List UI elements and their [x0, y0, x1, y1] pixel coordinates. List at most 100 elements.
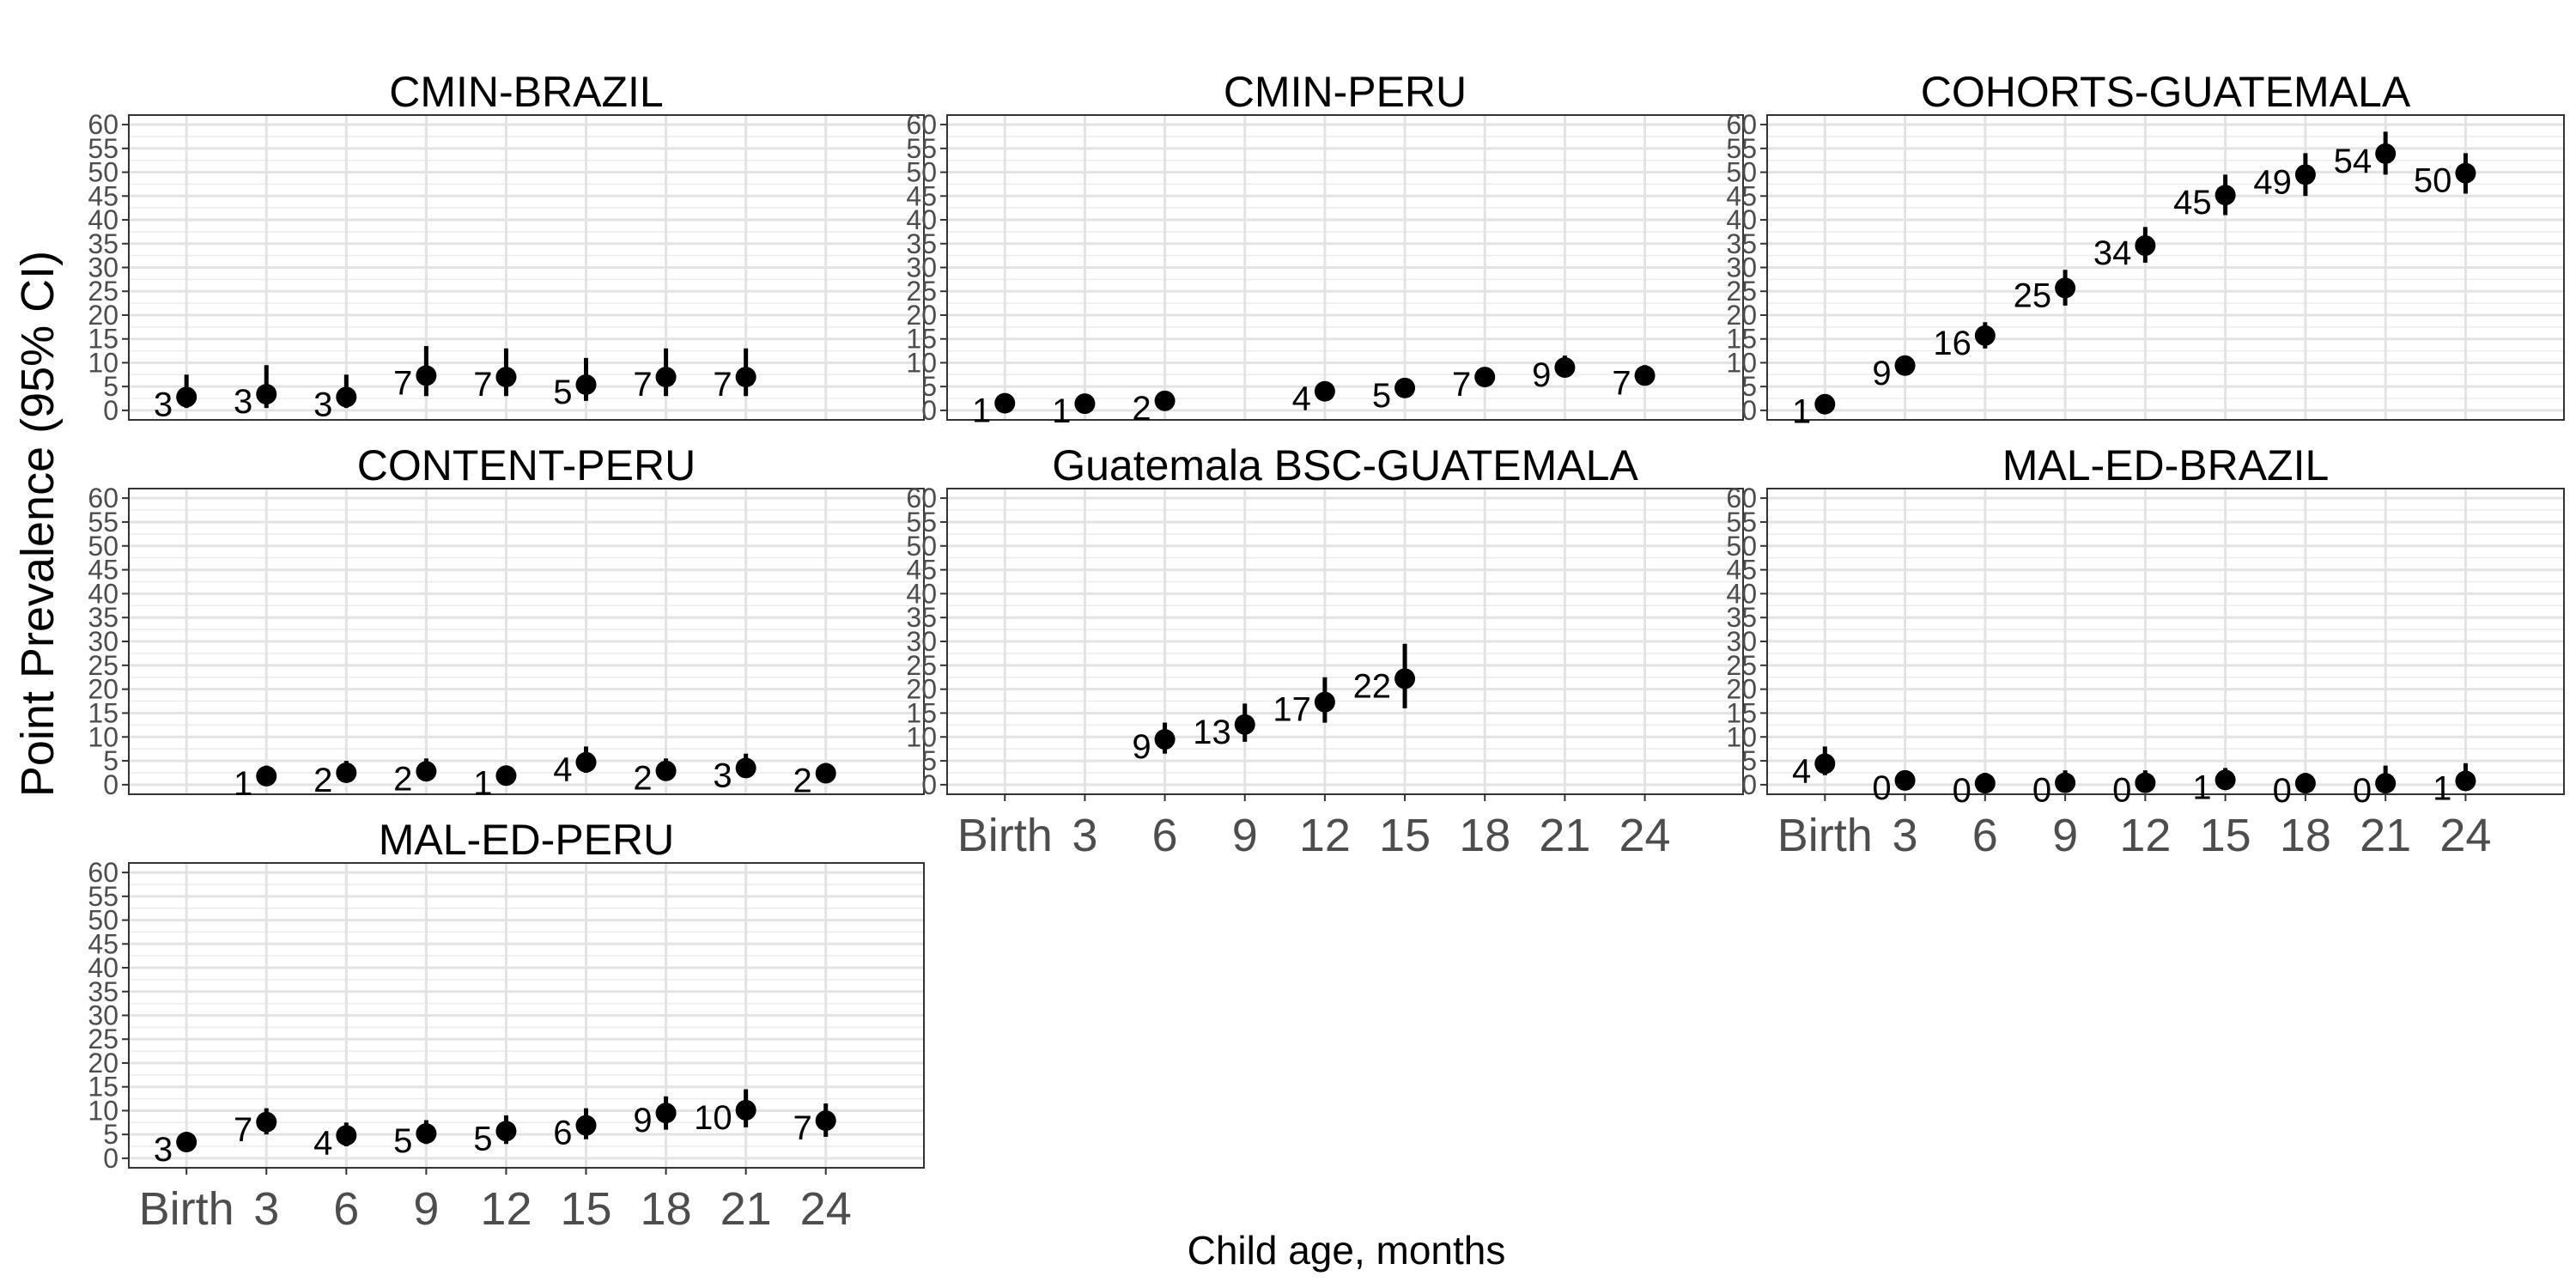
y-tick-label: 50 [906, 531, 937, 562]
data-label: 2 [633, 760, 652, 798]
panel-mal-ed-peru: MAL-ED-PERU051015202530354045505560Birth… [88, 816, 925, 1235]
data-label: 13 [1193, 714, 1231, 751]
y-tick-label: 50 [88, 905, 118, 936]
y-tick-label: 20 [88, 1048, 118, 1078]
data-point [815, 1110, 836, 1132]
y-tick-label: 15 [906, 324, 937, 355]
panel-border [128, 114, 925, 421]
data-point [655, 1103, 677, 1124]
data-label: 9 [1132, 728, 1151, 766]
data-point [655, 367, 677, 388]
data-label: 54 [2334, 143, 2372, 180]
y-tick-label: 55 [906, 133, 937, 164]
x-tick-label: 3 [1893, 810, 1918, 861]
data-label: 25 [2014, 276, 2052, 314]
x-tick-label: 9 [413, 1183, 439, 1235]
data-point [1814, 393, 1836, 415]
data-label: 1 [2192, 769, 2211, 806]
y-tick-label: 45 [88, 180, 118, 211]
data-label: 0 [2273, 772, 2292, 810]
x-axis-title: Child age, months [1188, 1228, 1506, 1273]
data-point [735, 1099, 756, 1121]
data-label: 9 [1532, 356, 1551, 394]
y-tick-label: 55 [906, 507, 937, 538]
data-label: 1 [234, 765, 252, 803]
y-tick-label: 30 [88, 252, 118, 283]
data-point [655, 760, 677, 781]
data-label: 0 [1872, 769, 1891, 807]
data-label: 7 [1452, 366, 1471, 404]
panel-title: Guatemala BSC-GUATEMALA [1052, 441, 1638, 489]
y-tick-label: 15 [1726, 324, 1757, 355]
x-tick-label: Birth [139, 1183, 234, 1235]
panel-title: COHORTS-GUATEMALA [1921, 68, 2411, 116]
x-tick-label: 9 [1232, 810, 1258, 861]
panel-mal-ed-brazil: MAL-ED-BRAZIL051015202530354045505560Bir… [1726, 441, 2565, 861]
data-point [2135, 772, 2156, 793]
data-point [1154, 390, 1176, 411]
y-tick-label: 60 [906, 109, 937, 140]
data-point [256, 1111, 277, 1133]
data-label: 22 [1353, 667, 1392, 705]
y-tick-label: 30 [906, 626, 937, 657]
data-point [1234, 714, 1255, 735]
data-point [575, 751, 597, 773]
y-tick-label: 60 [88, 857, 118, 888]
data-label: 5 [1372, 377, 1391, 415]
panel-border [1766, 488, 2565, 795]
y-tick-label: 10 [1726, 721, 1757, 752]
x-tick-label: 9 [2052, 810, 2078, 861]
y-tick-label: 20 [1726, 300, 1757, 331]
y-tick-label: 5 [103, 745, 118, 776]
y-tick-label: 10 [906, 721, 937, 752]
panel-title: CMIN-PERU [1224, 68, 1467, 116]
y-tick-label: 40 [88, 952, 118, 983]
y-tick-label: 15 [906, 697, 937, 728]
data-label: 16 [1933, 325, 1971, 362]
data-point [1394, 668, 1416, 690]
data-point [1974, 325, 1996, 346]
y-tick-label: 60 [88, 109, 118, 140]
y-tick-label: 40 [88, 204, 118, 235]
y-tick-label: 40 [906, 204, 937, 235]
data-point [176, 386, 197, 408]
y-tick-label: 55 [88, 881, 118, 912]
data-label: 34 [2093, 234, 2132, 272]
x-tick-label: 3 [1072, 810, 1097, 861]
y-tick-label: 5 [1741, 745, 1757, 776]
data-label: 9 [1872, 355, 1891, 392]
y-tick-label: 25 [88, 276, 118, 307]
data-label: 7 [234, 1111, 252, 1149]
y-tick-label: 45 [88, 555, 118, 586]
x-tick-label: 18 [2280, 810, 2331, 861]
data-label: 2 [393, 760, 412, 798]
data-label: 6 [553, 1115, 572, 1152]
y-tick-label: 30 [88, 626, 118, 657]
data-point [2055, 277, 2076, 299]
panel-title: CONTENT-PERU [357, 441, 696, 489]
x-tick-label: 12 [480, 1183, 532, 1235]
data-label: 1 [1052, 392, 1071, 430]
x-tick-label: Birth [1777, 810, 1873, 861]
data-point [2455, 770, 2476, 792]
x-tick-label: 6 [1152, 810, 1178, 861]
data-point [2215, 185, 2236, 206]
data-label: 50 [2414, 162, 2452, 200]
data-point [2375, 773, 2397, 794]
data-label: 4 [1292, 380, 1311, 418]
x-tick-label: 12 [2119, 810, 2171, 861]
y-tick-label: 0 [921, 395, 937, 426]
y-tick-label: 45 [906, 555, 937, 586]
data-point [1314, 691, 1335, 713]
y-tick-label: 15 [88, 1072, 118, 1103]
x-tick-label: 21 [720, 1183, 772, 1235]
panel-border [128, 862, 925, 1169]
y-tick-label: 0 [103, 769, 118, 800]
y-tick-label: 50 [1726, 157, 1757, 188]
data-label: 3 [154, 1131, 173, 1169]
